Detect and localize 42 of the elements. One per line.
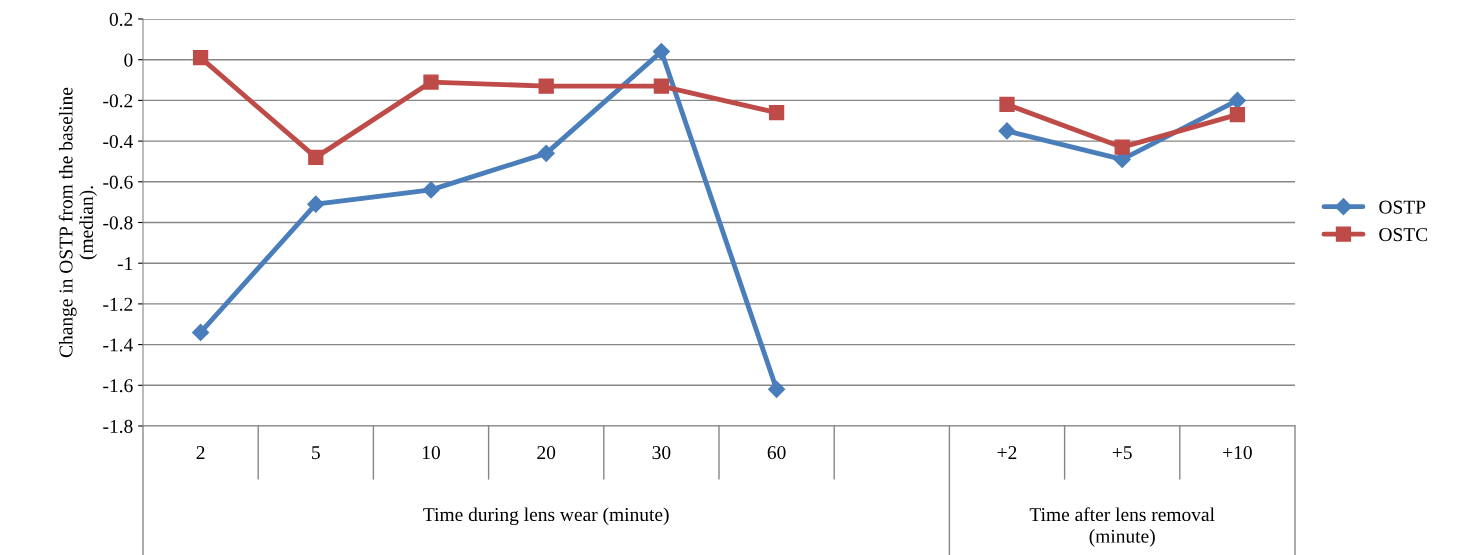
point	[652, 43, 670, 61]
point	[999, 96, 1015, 113]
point	[538, 78, 554, 94]
point	[768, 104, 785, 121]
y-tick-label: -1.2	[103, 297, 133, 311]
y-tick-label: -1.6	[103, 379, 133, 393]
x-tick-label: 5	[312, 446, 320, 460]
point	[192, 323, 210, 341]
x-tick-label: 20	[537, 446, 556, 460]
y-tick-label: -1.4	[103, 338, 133, 352]
y-axis-title: Change in OSTP from the baseline (median).	[58, 87, 97, 358]
point	[1228, 91, 1246, 109]
y-tick-label: -0.8	[103, 216, 133, 230]
point	[192, 50, 209, 66]
text: Time after lens removal (minute)	[1029, 507, 1215, 547]
point	[653, 78, 670, 94]
x-tick-label: 30	[652, 446, 671, 460]
y-tick-label: -1	[117, 257, 133, 270]
x-tick-label: 10	[422, 446, 440, 460]
point	[998, 122, 1016, 140]
x-tick-label: 2	[196, 446, 205, 459]
legend-label: OSTC	[1379, 228, 1428, 242]
x-tick-label: +5	[1112, 446, 1132, 460]
point	[537, 144, 555, 162]
point	[1114, 139, 1130, 155]
y-tick-label: -0.4	[103, 134, 133, 149]
y-tick-label: 0	[124, 53, 133, 67]
text: Time during lens wear (minute)	[423, 507, 669, 526]
x-tick-label: +2	[997, 446, 1017, 459]
legend-label: OSTP	[1379, 200, 1426, 214]
y-tick-label: -1.8	[103, 419, 133, 434]
y-tick-label: 0.2	[109, 12, 133, 27]
x-tick-label: +10	[1223, 446, 1252, 460]
y-tick-label: -0.2	[103, 94, 133, 108]
x-tick-label: 60	[767, 446, 786, 460]
point	[308, 149, 324, 166]
y-tick-label: -0.6	[103, 175, 133, 189]
point	[1229, 107, 1246, 123]
point	[768, 380, 786, 398]
point	[307, 195, 325, 213]
point	[422, 181, 440, 199]
point	[423, 74, 439, 90]
